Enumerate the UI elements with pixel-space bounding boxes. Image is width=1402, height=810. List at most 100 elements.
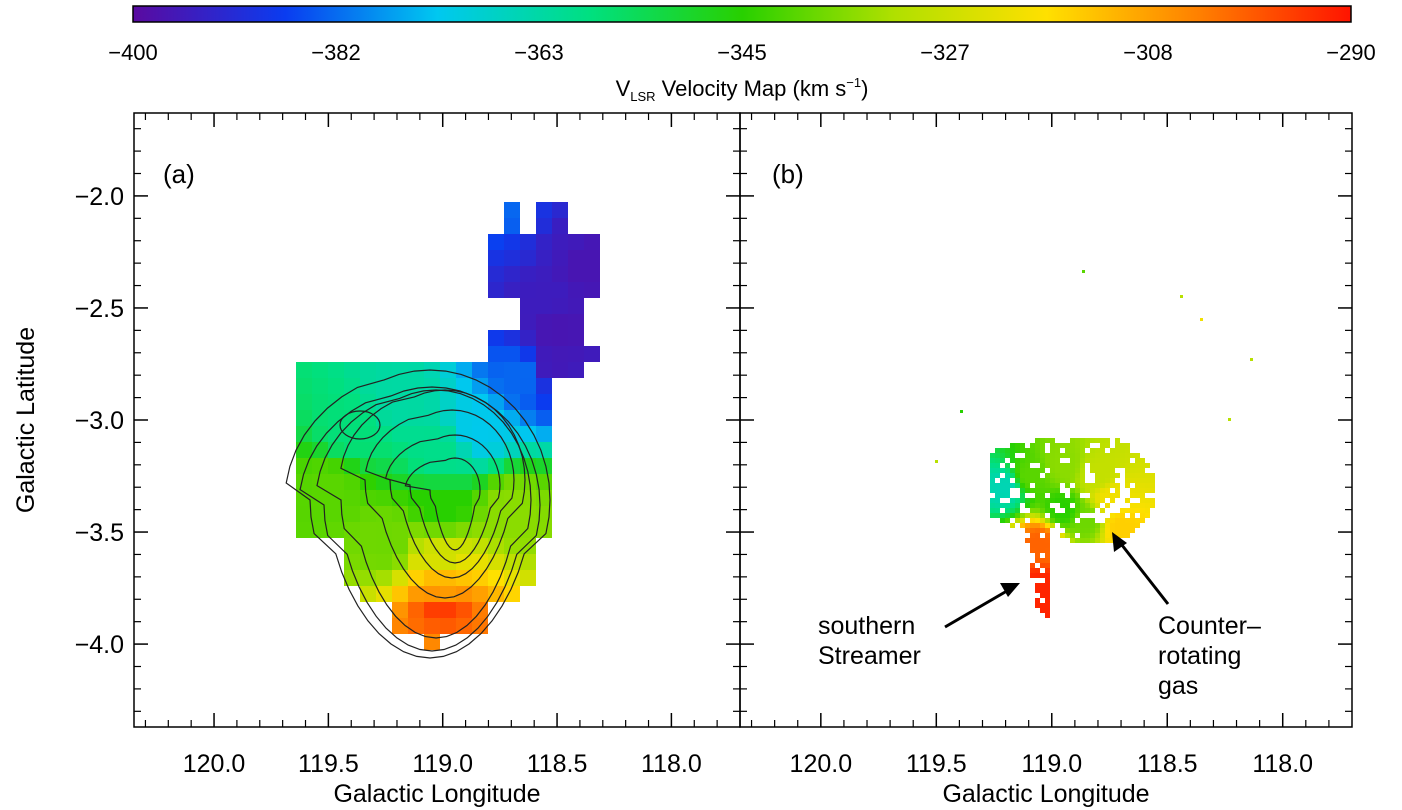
velocity-pixel [1015, 468, 1020, 473]
velocity-pixel [1085, 523, 1090, 528]
velocity-cell [392, 586, 408, 602]
velocity-cell [488, 234, 504, 250]
velocity-cell [360, 426, 376, 442]
velocity-pixel [1110, 478, 1115, 483]
velocity-pixel [1095, 468, 1100, 473]
annotation-streamer-arrow [945, 588, 1012, 627]
velocity-pixel [1000, 493, 1005, 498]
velocity-pixel [1075, 538, 1080, 543]
velocity-pixel [1130, 503, 1135, 508]
velocity-pixel [1045, 568, 1050, 573]
velocity-pixel [1140, 458, 1145, 463]
velocity-pixel [1065, 483, 1070, 488]
velocity-pixel [1125, 518, 1130, 523]
velocity-cell [552, 362, 568, 378]
velocity-cell [296, 410, 312, 426]
velocity-cell [488, 474, 504, 490]
velocity-pixel [1100, 463, 1105, 468]
velocity-cell [392, 522, 408, 538]
velocity-cell [520, 474, 536, 490]
velocity-pixel [1045, 528, 1050, 533]
velocity-pixel [1000, 478, 1005, 483]
velocity-pixel [1065, 508, 1070, 513]
colorbar-tick-label: −400 [108, 40, 158, 65]
velocity-pixel [1125, 498, 1130, 503]
velocity-pixel [995, 463, 1000, 468]
velocity-pixel [1050, 493, 1055, 498]
velocity-cell [568, 362, 584, 378]
velocity-pixel [1080, 528, 1085, 533]
velocity-pixel [1040, 523, 1045, 528]
velocity-pixel [1125, 483, 1130, 488]
velocity-pixel [1125, 533, 1130, 538]
velocity-pixel [1095, 493, 1100, 498]
velocity-pixel [1040, 508, 1045, 513]
velocity-pixel [1015, 443, 1020, 448]
velocity-pixel [1085, 458, 1090, 463]
velocity-pixel [1045, 538, 1050, 543]
velocity-pixel [1040, 563, 1045, 568]
velocity-pixel [1030, 498, 1035, 503]
velocity-pixel [1045, 463, 1050, 468]
velocity-cell [424, 394, 440, 410]
velocity-cell [536, 314, 552, 330]
velocity-pixel [1105, 443, 1110, 448]
velocity-pixel [1035, 483, 1040, 488]
velocity-pixel [990, 498, 995, 503]
velocity-cell [552, 314, 568, 330]
velocity-pixel [1150, 483, 1155, 488]
velocity-pixel [1025, 448, 1030, 453]
velocity-pixel [1040, 528, 1045, 533]
velocity-pixel [1085, 488, 1090, 493]
velocity-pixel [1130, 468, 1135, 473]
annotation-southern-streamer: southern Streamer [818, 583, 1020, 670]
velocity-pixel [1005, 473, 1010, 478]
velocity-pixel [1020, 493, 1025, 498]
velocity-cell [504, 234, 520, 250]
velocity-pixel [1110, 493, 1115, 498]
velocity-cell [504, 474, 520, 490]
velocity-pixel [1060, 468, 1065, 473]
velocity-pixel [1030, 548, 1035, 553]
velocity-pixel [1100, 443, 1105, 448]
velocity-pixel [1035, 493, 1040, 498]
velocity-cell [520, 378, 536, 394]
velocity-cell [552, 282, 568, 298]
velocity-pixel [1035, 513, 1040, 518]
velocity-cell [536, 218, 552, 234]
velocity-pixel [1110, 463, 1115, 468]
velocity-pixel [1055, 498, 1060, 503]
velocity-pixel [1035, 538, 1040, 543]
velocity-pixel [1110, 483, 1115, 488]
velocity-pixel [1100, 483, 1105, 488]
velocity-cell [312, 378, 328, 394]
velocity-pixel [1065, 523, 1070, 528]
velocity-cell [456, 394, 472, 410]
velocity-pixel [1045, 508, 1050, 513]
velocity-pixel [1120, 533, 1125, 538]
velocity-cell [536, 266, 552, 282]
velocity-pixel [1145, 473, 1150, 478]
annotation-counter-line1: Counter– [1158, 612, 1261, 640]
velocity-cell [488, 522, 504, 538]
velocity-pixel [1115, 453, 1120, 458]
velocity-pixel [1010, 458, 1015, 463]
velocity-pixel [1090, 488, 1095, 493]
velocity-pixel [995, 498, 1000, 503]
velocity-pixel [1140, 473, 1145, 478]
panel-b: 120.0 119.5 119.0 118.5 118.0 (b) Galactic L… [740, 113, 1352, 808]
velocity-pixel [990, 508, 995, 513]
velocity-pixel [1065, 453, 1070, 458]
velocity-pixel [1075, 483, 1080, 488]
velocity-pixel [1035, 558, 1040, 563]
velocity-cell [552, 346, 568, 362]
velocity-pixel [995, 448, 1000, 453]
velocity-cell [440, 410, 456, 426]
velocity-pixel [1075, 498, 1080, 503]
velocity-pixel [1045, 438, 1050, 443]
velocity-cell [472, 554, 488, 570]
velocity-pixel [1075, 503, 1080, 508]
velocity-pixel [1145, 513, 1150, 518]
x-tick-label: 119.0 [412, 750, 473, 778]
velocity-pixel [1080, 488, 1085, 493]
